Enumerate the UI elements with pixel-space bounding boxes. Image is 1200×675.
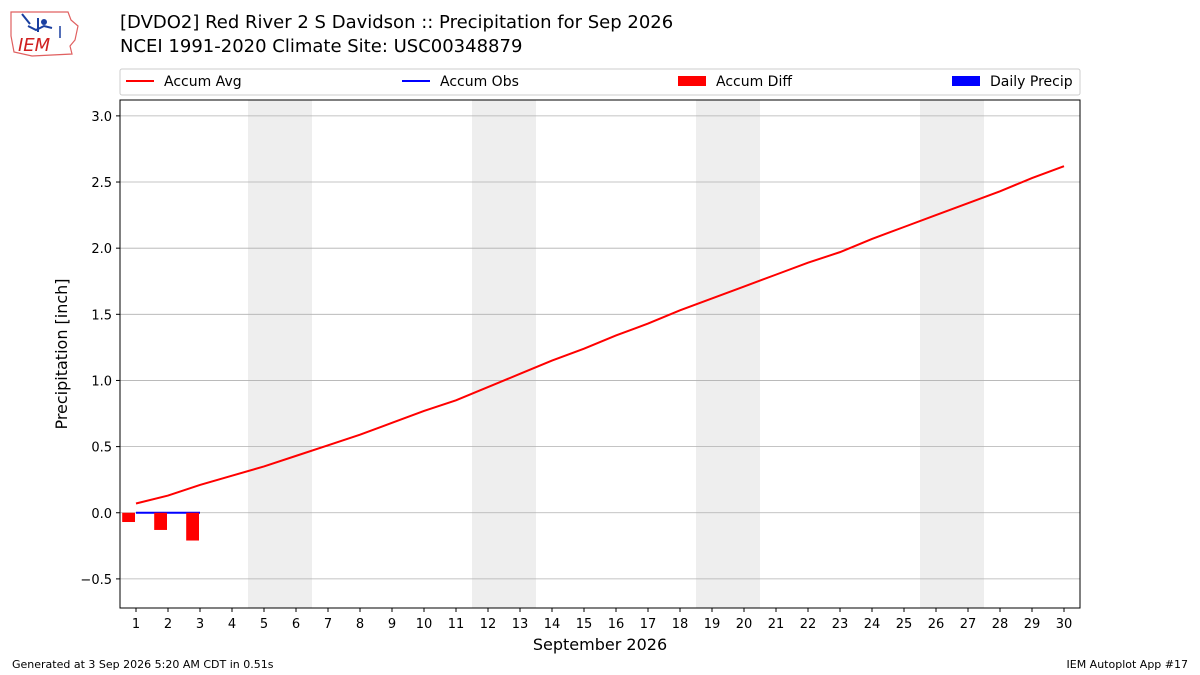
x-tick-label: 16: [608, 617, 625, 632]
x-tick-label: 12: [480, 617, 497, 632]
x-tick-label: 30: [1056, 617, 1073, 632]
x-tick-label: 5: [260, 617, 268, 632]
y-axis-label: Precipitation [inch]: [52, 278, 71, 429]
x-tick-label: 3: [196, 617, 204, 632]
y-tick-label: 2.5: [91, 176, 112, 191]
y-tick-label: 2.0: [91, 242, 112, 257]
weekend-shade: [696, 100, 760, 608]
x-tick-label: 8: [356, 617, 364, 632]
legend-label: Accum Avg: [164, 74, 242, 90]
legend-box: [119, 68, 1081, 96]
x-tick-label: 18: [672, 617, 689, 632]
iem-logo-graphic: IEM: [10, 11, 79, 57]
chart-subtitle: NCEI 1991-2020 Climate Site: USC00348879: [120, 36, 523, 57]
generated-timestamp: Generated at 3 Sep 2026 5:20 AM CDT in 0…: [12, 658, 274, 671]
y-tick-label: −0.5: [80, 573, 112, 588]
x-tick-label: 25: [896, 617, 913, 632]
weekend-shade: [248, 100, 312, 608]
x-tick-label: 6: [292, 617, 300, 632]
axes: −0.50.00.51.01.52.02.53.01 2 3 4 5 6 7 8 9 10 11 12…: [80, 110, 1072, 632]
x-tick-label: 14: [544, 617, 561, 632]
x-tick-label: 2: [164, 617, 172, 632]
y-tick-label: 0.5: [91, 441, 112, 456]
x-tick-label: 28: [992, 617, 1009, 632]
x-tick-label: 20: [736, 617, 753, 632]
weekend-shade: [472, 100, 536, 608]
x-tick-label: 26: [928, 617, 945, 632]
iem-logo: IEM: [8, 6, 80, 58]
legend: Accum Avg Accum Obs Accum Diff Daily Precip: [119, 68, 1081, 96]
x-tick-label: 13: [512, 617, 529, 632]
series-layer: [122, 165, 1065, 541]
x-tick-label: 9: [388, 617, 396, 632]
gridlines: [120, 115, 1080, 580]
legend-label: Daily Precip: [990, 74, 1073, 90]
weekend-shade: [920, 100, 984, 608]
y-tick-label: 3.0: [91, 110, 112, 125]
y-tick-label: 1.5: [91, 308, 112, 323]
x-tick-label: 17: [640, 617, 657, 632]
plot-area-frame: [119, 99, 1081, 609]
chart-title: [DVDO2] Red River 2 S Davidson :: Precip…: [120, 12, 674, 33]
legend-label: Accum Diff: [716, 74, 792, 90]
accum-diff-bar: [154, 512, 167, 530]
logo-text: IEM: [18, 35, 51, 56]
x-tick-label: 7: [324, 617, 332, 632]
y-tick-label: 1.0: [91, 374, 112, 389]
x-tick-label: 4: [228, 617, 236, 632]
x-axis-label: September 2026: [533, 635, 667, 654]
weekend-shading: [248, 100, 984, 608]
accum-avg-line: [135, 165, 1065, 505]
x-tick-label: 22: [800, 617, 817, 632]
x-tick-label: 10: [416, 617, 433, 632]
x-tick-label: 23: [832, 617, 849, 632]
legend-swatch: [952, 76, 980, 86]
app-credit: IEM Autoplot App #17: [1066, 658, 1189, 671]
x-tick-label: 15: [576, 617, 593, 632]
x-tick-label: 11: [448, 617, 465, 632]
legend-swatch: [678, 76, 706, 86]
y-tick-label: 0.0: [91, 507, 112, 522]
x-tick-label: 29: [1024, 617, 1041, 632]
x-tick-label: 19: [704, 617, 721, 632]
accum-diff-bar: [122, 512, 135, 523]
legend-label: Accum Obs: [440, 74, 519, 90]
x-tick-label: 27: [960, 617, 977, 632]
x-tick-label: 21: [768, 617, 785, 632]
x-tick-label: 1: [132, 617, 140, 632]
x-tick-label: 24: [864, 617, 881, 632]
accum-diff-bar: [186, 512, 199, 541]
